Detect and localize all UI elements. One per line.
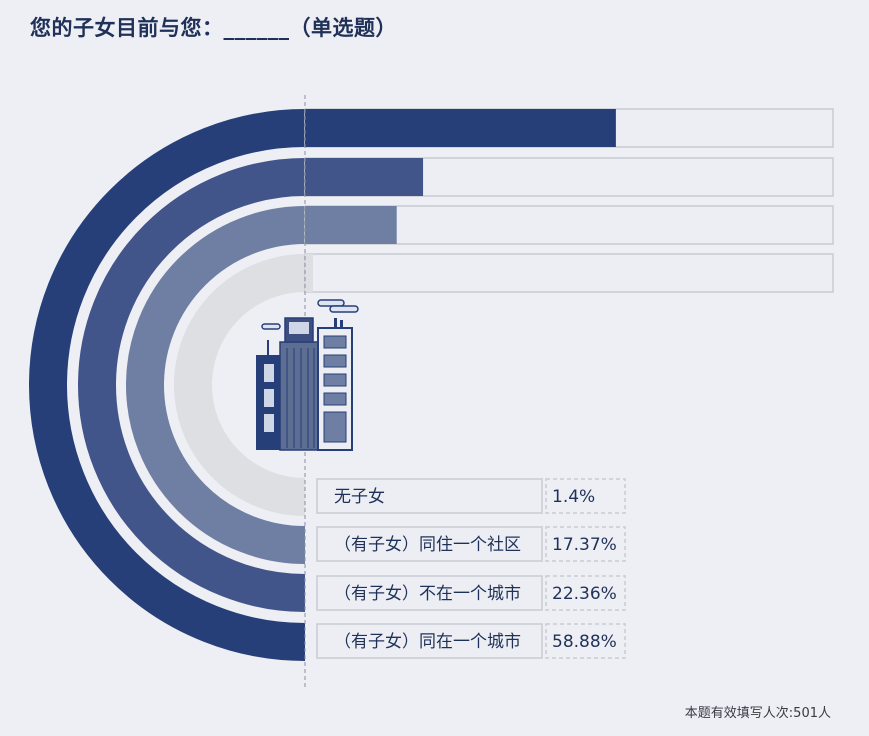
bar-track	[304, 253, 834, 293]
category-label-box	[316, 526, 543, 562]
radial-band	[29, 109, 306, 661]
category-label: 无子女	[334, 487, 385, 507]
bar-fill	[305, 158, 424, 196]
category-label-box	[316, 478, 543, 514]
category-label: （有子女）同住一个社区	[334, 535, 521, 555]
radial-rings	[29, 109, 306, 661]
bar-fill	[305, 254, 313, 292]
radial-band	[174, 254, 306, 516]
radial-band	[126, 206, 306, 564]
footer-note: 本题有效填写人次:501人	[684, 706, 831, 721]
value-label: 17.37%	[552, 535, 617, 555]
bar-fill	[305, 206, 397, 244]
category-label: （有子女）同在一个城市	[334, 632, 521, 652]
value-label: 22.36%	[552, 584, 617, 604]
bar-tracks	[304, 108, 834, 293]
value-label: 1.4%	[552, 487, 595, 507]
legend-labels: （有子女）同在一个城市 58.88% （有子女）不在一个城市 22.36% （有子女）同…	[316, 478, 626, 659]
bar-fill	[305, 109, 616, 147]
value-label: 58.88%	[552, 632, 617, 652]
radial-band	[78, 158, 306, 612]
category-label-box	[316, 575, 543, 611]
chart-title: 您的子女目前与您：______（单选题）	[30, 16, 397, 40]
category-label-box	[316, 623, 543, 659]
building-icon	[256, 299, 359, 451]
category-label: （有子女）不在一个城市	[334, 584, 521, 604]
